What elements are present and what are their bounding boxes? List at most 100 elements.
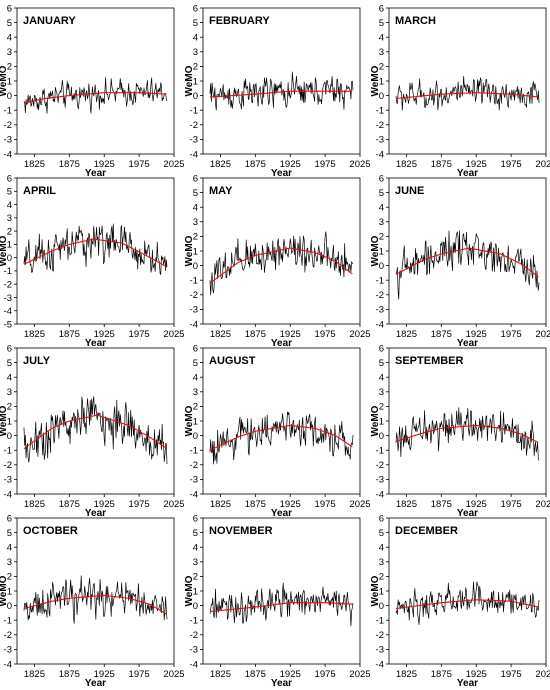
y-tick-label: -5 [4, 319, 12, 330]
x-tick-label: 1825 [24, 669, 45, 680]
y-tick-label: 5 [7, 358, 12, 369]
y-axis-title: WeMO [0, 575, 9, 606]
y-tick-label: -4 [190, 489, 198, 500]
y-tick-label: -3 [376, 475, 384, 486]
y-tick-label: 4 [7, 33, 12, 44]
y-tick-label: 6 [193, 3, 198, 14]
y-tick-label: 0 [7, 253, 12, 264]
panel-title: FEBRUARY [209, 15, 270, 27]
y-tick-label: 6 [379, 513, 384, 524]
x-tick-label: 1875 [431, 329, 452, 340]
panel-january: -4 -3 -2 -1 0 1 2 3 4 5 6 1825 1875 1925 1975 2025 Year W… [0, 3, 185, 179]
y-tick-label: 4 [193, 373, 198, 384]
y-tick-label: -1 [190, 106, 198, 117]
y-tick-label: 3 [193, 557, 198, 568]
y-tick-label: 2 [379, 572, 384, 583]
x-tick-label: 1825 [210, 159, 231, 170]
plot-frame [202, 517, 361, 665]
y-tick-label: -3 [4, 475, 12, 486]
y-axis-title: WeMO [0, 235, 9, 266]
x-tick-label: 1975 [501, 159, 522, 170]
y-tick-label: -1 [376, 106, 384, 117]
y-tick-label: 4 [7, 373, 12, 384]
series-line [395, 407, 540, 461]
panel-title: MAY [209, 185, 233, 197]
y-tick-label: 2 [379, 62, 384, 73]
trend-line [209, 424, 353, 451]
y-axis-title: WeMO [184, 575, 195, 606]
series-line [209, 582, 354, 627]
x-axis-title: Year [85, 508, 106, 519]
y-tick-label: -3 [190, 475, 198, 486]
y-tick-label: -4 [376, 489, 384, 500]
y-tick-label: -1 [190, 276, 198, 287]
y-axis-title: WeMO [0, 405, 9, 436]
x-tick-label: 1825 [210, 669, 231, 680]
x-tick-label: 1975 [129, 159, 150, 170]
x-tick-label: 1975 [501, 329, 522, 340]
y-tick-label: -3 [4, 135, 12, 146]
x-tick-label: 1925 [466, 499, 487, 510]
x-axis-title: Year [457, 338, 478, 349]
plot-frame [16, 347, 175, 495]
y-tick-label: 0 [193, 91, 198, 102]
x-tick-label: 2025 [163, 159, 184, 170]
y-tick-label: 4 [193, 543, 198, 554]
y-tick-label: 6 [7, 173, 12, 184]
x-tick-label: 1925 [280, 329, 301, 340]
plot-frame [16, 517, 175, 665]
x-tick-label: 1825 [210, 499, 231, 510]
y-tick-label: 4 [7, 200, 12, 211]
x-tick-label: 1875 [245, 499, 266, 510]
y-tick-label: 2 [7, 226, 12, 237]
trend-line [395, 92, 539, 100]
x-axis-title: Year [271, 168, 292, 179]
x-tick-label: 1825 [396, 499, 417, 510]
trend-line [395, 599, 539, 610]
x-tick-label: 1875 [245, 669, 266, 680]
x-tick-label: 2025 [535, 669, 550, 680]
y-tick-label: -4 [376, 319, 384, 330]
x-tick-label: 1875 [245, 159, 266, 170]
y-tick-label: 6 [7, 513, 12, 524]
y-tick-label: -2 [4, 279, 12, 290]
y-tick-label: -4 [4, 659, 12, 670]
y-tick-label: 2 [193, 232, 198, 243]
y-tick-label: 0 [379, 91, 384, 102]
y-tick-label: 3 [379, 557, 384, 568]
y-tick-label: 6 [193, 513, 198, 524]
y-tick-label: -4 [190, 659, 198, 670]
x-tick-label: 2025 [535, 499, 550, 510]
y-axis-title: WeMO [370, 405, 381, 436]
y-tick-label: -2 [190, 120, 198, 131]
y-tick-label: 6 [193, 343, 198, 354]
x-tick-label: 1825 [24, 159, 45, 170]
y-tick-label: -1 [4, 266, 12, 277]
y-tick-label: -1 [376, 276, 384, 287]
y-tick-label: 2 [379, 232, 384, 243]
x-tick-label: 2025 [535, 159, 550, 170]
y-tick-label: 2 [7, 402, 12, 413]
y-tick-label: -4 [4, 489, 12, 500]
y-tick-label: 6 [7, 343, 12, 354]
y-tick-label: 5 [379, 18, 384, 29]
series-line [395, 76, 540, 111]
x-tick-label: 1925 [466, 159, 487, 170]
y-tick-label: 5 [7, 187, 12, 198]
y-tick-label: 5 [379, 528, 384, 539]
y-tick-label: 5 [193, 18, 198, 29]
x-axis-title: Year [457, 168, 478, 179]
y-tick-label: 5 [7, 18, 12, 29]
y-tick-label: 2 [379, 402, 384, 413]
trend-line [23, 238, 167, 268]
y-tick-label: -1 [376, 446, 384, 457]
y-axis-title: WeMO [0, 65, 9, 96]
y-tick-label: 5 [193, 528, 198, 539]
y-tick-label: -3 [376, 305, 384, 316]
y-tick-label: 1 [7, 76, 12, 87]
plot-frame [202, 347, 361, 495]
series-line [23, 396, 168, 465]
trend-line [209, 247, 353, 284]
y-tick-label: 3 [379, 387, 384, 398]
x-tick-label: 1975 [315, 669, 336, 680]
